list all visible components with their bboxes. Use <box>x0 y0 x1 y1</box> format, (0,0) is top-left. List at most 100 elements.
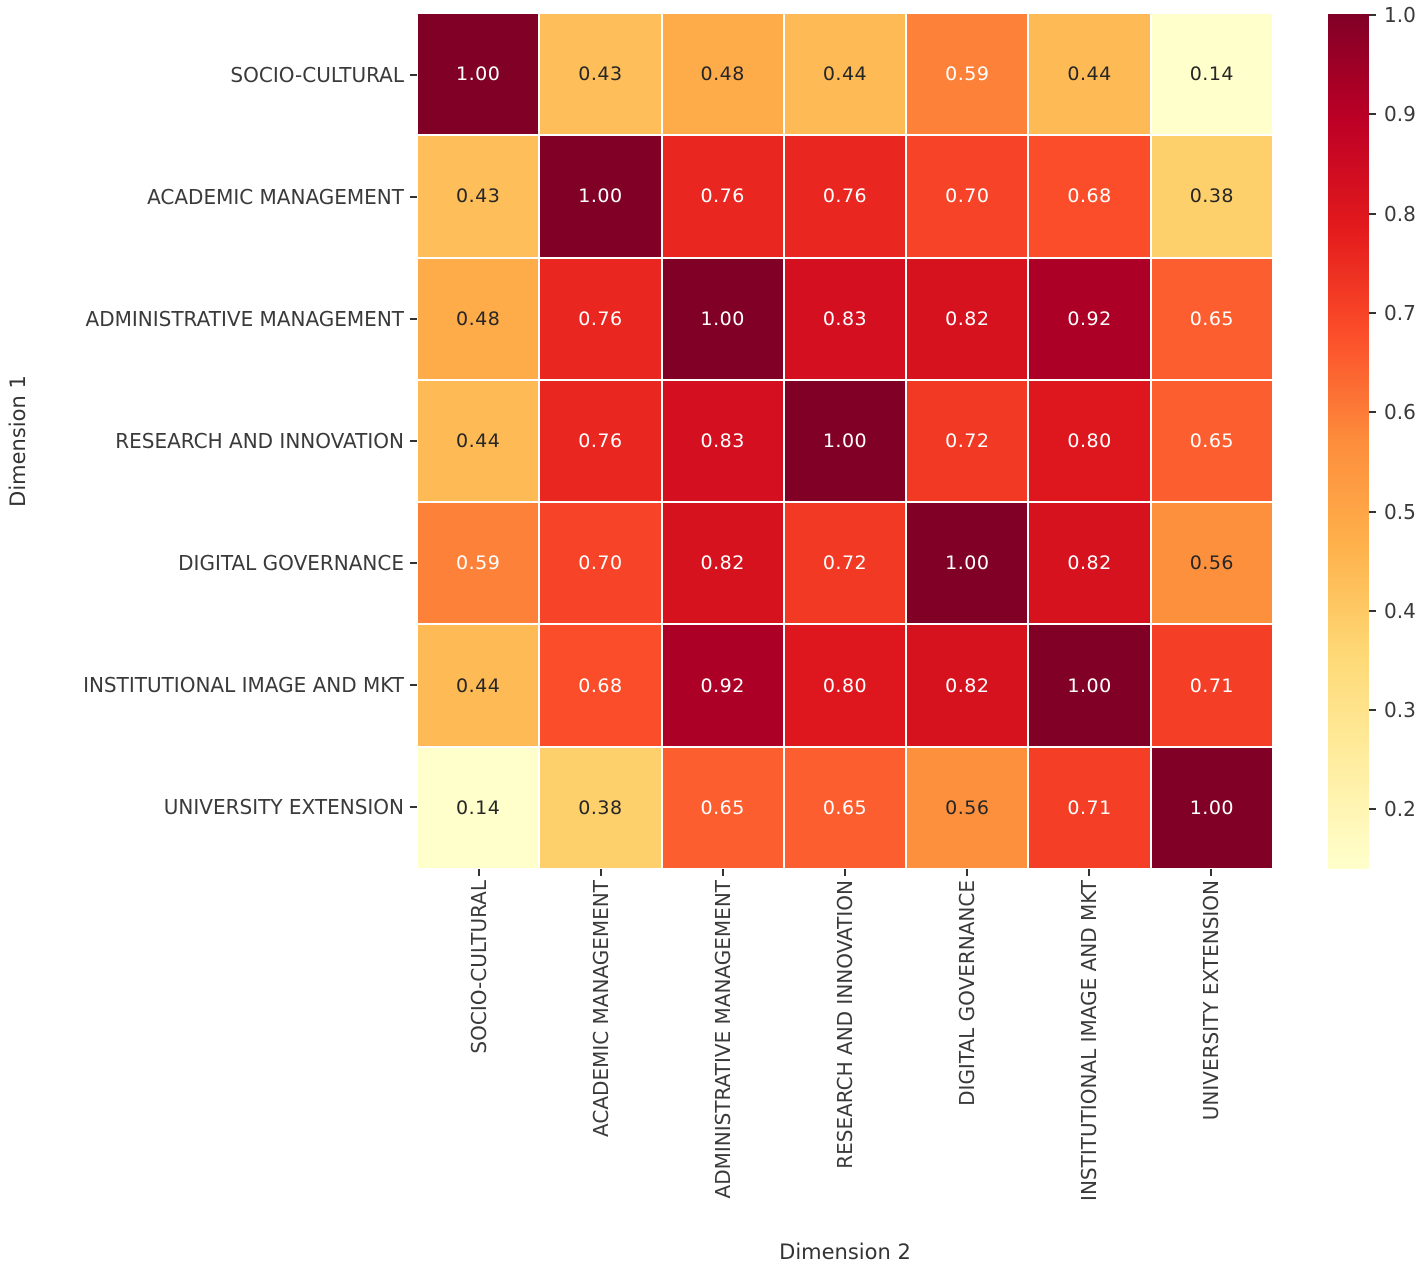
cell-value: 0.82 <box>1067 552 1112 575</box>
y-tick-mark <box>410 684 417 686</box>
heatmap-cell: 0.92 <box>1029 258 1150 379</box>
heatmap-cell: 0.76 <box>540 380 661 502</box>
y-tick-label: INSTITUTIONAL IMAGE AND MKT <box>83 673 404 697</box>
cell-value: 0.68 <box>1067 185 1112 208</box>
heatmap-cell: 0.82 <box>907 625 1028 746</box>
x-tick-mark <box>722 869 724 876</box>
cell-value: 0.65 <box>822 796 868 819</box>
heatmap-cell: 0.82 <box>662 503 783 624</box>
cell-value: 0.56 <box>1189 552 1234 575</box>
heatmap-cell: 0.83 <box>662 380 783 502</box>
cell-value: 0.38 <box>578 796 623 819</box>
colorbar-tick-mark <box>1369 609 1376 612</box>
cell-value: 0.76 <box>578 307 623 330</box>
cell-value: 0.83 <box>822 307 868 330</box>
cell-value: 0.59 <box>945 63 990 86</box>
cell-value: 0.71 <box>1189 674 1234 697</box>
cell-value: 0.80 <box>822 674 868 697</box>
heatmap-cell: 0.38 <box>540 747 661 868</box>
cell-value: 0.48 <box>700 63 745 86</box>
cell-value: 0.56 <box>945 796 990 819</box>
heatmap-cell: 0.83 <box>784 258 906 379</box>
cell-value: 1.00 <box>578 185 623 208</box>
colorbar-tick-label: 0.6 <box>1384 400 1416 425</box>
y-tick-label: DIGITAL GOVERNANCE <box>178 551 404 575</box>
colorbar-tick-mark <box>1369 212 1376 215</box>
heatmap-cell: 0.71 <box>1151 625 1272 746</box>
heatmap-cell: 1.00 <box>907 503 1028 624</box>
colorbar-gradient <box>1328 14 1369 869</box>
colorbar-tick-label: 0.3 <box>1384 698 1416 723</box>
heatmap-cell: 0.68 <box>540 625 661 746</box>
heatmap-cell: 0.48 <box>662 14 783 135</box>
heatmap-cell: 0.72 <box>784 503 906 624</box>
cell-value: 1.00 <box>700 307 745 330</box>
cell-value: 0.76 <box>578 429 623 452</box>
y-tick-mark <box>410 440 417 442</box>
colorbar-tick-mark <box>1369 411 1376 414</box>
cell-value: 0.92 <box>700 674 745 697</box>
heatmap-cell: 0.70 <box>907 136 1028 257</box>
colorbar-tick-mark <box>1369 709 1376 712</box>
heatmap-cell: 0.82 <box>907 258 1028 379</box>
heatmap-cell: 0.43 <box>418 136 539 257</box>
heatmap-cell: 1.00 <box>1151 747 1272 868</box>
x-tick-mark <box>1088 869 1090 876</box>
heatmap-cell: 0.59 <box>907 14 1028 135</box>
cell-value: 0.65 <box>1189 429 1234 452</box>
cell-value: 0.76 <box>700 185 745 208</box>
heatmap-cell: 0.38 <box>1151 136 1272 257</box>
y-tick-label: UNIVERSITY EXTENSION <box>163 795 404 819</box>
x-tick-mark <box>600 869 602 876</box>
colorbar-tick-mark <box>1369 510 1376 513</box>
cell-value: 0.82 <box>700 552 745 575</box>
cell-value: 0.71 <box>1067 796 1112 819</box>
heatmap-cell: 0.82 <box>1029 503 1150 624</box>
cell-value: 0.82 <box>945 674 990 697</box>
y-tick-mark <box>410 318 417 320</box>
heatmap-cell: 0.44 <box>418 625 539 746</box>
heatmap-cell: 0.80 <box>784 625 906 746</box>
y-tick-mark <box>410 196 417 198</box>
heatmap-cell: 0.56 <box>1151 503 1272 624</box>
heatmap-cell: 1.00 <box>1029 625 1150 746</box>
colorbar-tick-label: 0.4 <box>1384 598 1416 623</box>
cell-value: 1.00 <box>1067 674 1112 697</box>
y-tick-label: RESEARCH AND INNOVATION <box>115 429 404 453</box>
cell-value: 0.68 <box>578 674 623 697</box>
cell-value: 0.38 <box>1189 185 1234 208</box>
colorbar-tick-mark <box>1369 113 1376 116</box>
colorbar-tick-mark <box>1369 14 1376 16</box>
heatmap-cell: 1.00 <box>540 136 661 257</box>
cell-value: 0.82 <box>945 307 990 330</box>
heatmap-cell: 0.72 <box>907 380 1028 502</box>
y-tick-label: SOCIO-CULTURAL <box>230 63 404 87</box>
cell-value: 0.44 <box>1067 63 1112 86</box>
heatmap-cell: 0.68 <box>1029 136 1150 257</box>
cell-value: 0.44 <box>455 674 501 697</box>
heatmap-grid: 1.00 0.43 0.48 0.44 0.59 0.44 0.14 0.43 1.00 0.76… <box>418 14 1272 868</box>
cell-value: 0.76 <box>822 185 868 208</box>
heatmap-cell: 0.70 <box>540 503 661 624</box>
cell-value: 0.72 <box>822 552 868 575</box>
heatmap-cell: 0.76 <box>784 136 906 257</box>
colorbar-tick-mark <box>1369 311 1376 314</box>
cell-value: 0.43 <box>578 63 623 86</box>
colorbar-tick-label: 1.0 <box>1384 3 1416 27</box>
heatmap-cell: 0.65 <box>784 747 906 868</box>
x-tick-label: UNIVERSITY EXTENSION <box>1199 880 1223 1121</box>
cell-value: 0.83 <box>700 429 745 452</box>
x-tick-label: INSTITUTIONAL IMAGE AND MKT <box>1077 880 1101 1201</box>
colorbar <box>1328 14 1376 869</box>
cell-value: 0.44 <box>455 429 501 452</box>
heatmap-cell: 1.00 <box>662 258 783 379</box>
x-tick-label: SOCIO-CULTURAL <box>467 880 491 1054</box>
colorbar-tick-label: 0.2 <box>1384 797 1416 822</box>
heatmap-cell: 0.44 <box>784 14 906 135</box>
heatmap-cell: 0.14 <box>418 747 539 868</box>
heatmap-cell: 0.56 <box>907 747 1028 868</box>
heatmap-cell: 0.71 <box>1029 747 1150 868</box>
cell-value: 0.48 <box>455 307 501 330</box>
heatmap-cell: 0.43 <box>540 14 661 135</box>
